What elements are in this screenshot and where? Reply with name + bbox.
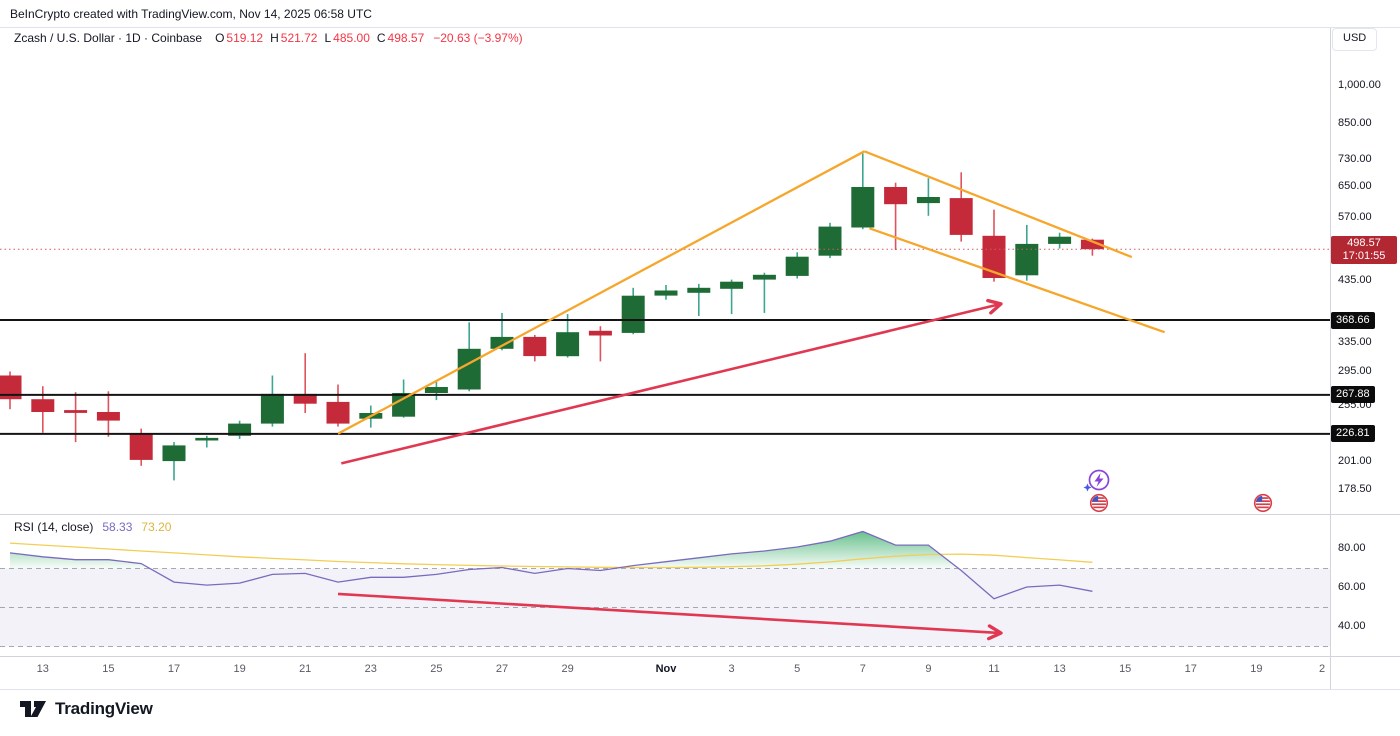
candle-body [1015,243,1039,276]
candle-body [228,423,252,436]
tradingview-footer[interactable]: TradingView [18,698,153,720]
candle-body [621,295,645,333]
rsi-ma-line [9,542,1093,569]
us-flag-event-icon[interactable] [1253,493,1273,513]
candle-body [326,401,350,424]
ohlc-high: H 521.72 [270,31,318,45]
candle-body [982,235,1006,278]
currency-unit-button[interactable]: USD [1332,28,1378,51]
symbol-info-bar[interactable]: Zcash / U.S. Dollar · 1D · Coinbase O 519… [14,31,523,45]
tradingview-brand-text: TradingView [55,699,153,718]
candle-body [556,332,580,357]
candle-body [1048,236,1072,244]
candle-body [260,393,284,424]
candle-body [720,281,744,289]
ohlc-low: L 485.00 [324,31,370,45]
attribution-text: BeInCrypto created with TradingView.com,… [10,7,372,21]
rsi-value: 58.33 [102,520,133,534]
pane-borders [0,27,1400,690]
candle-body [490,336,514,349]
candle-body [884,187,908,205]
falling-support-trendline-orange[interactable] [869,227,1165,334]
candle-body [293,393,317,404]
candle-body [392,393,416,417]
candle-body [752,274,776,280]
candle-body [785,256,809,276]
symbol-title: Zcash / U.S. Dollar · 1D · Coinbase [14,31,203,45]
rsi-title: RSI (14, close) [14,520,94,534]
rsi-indicator-header[interactable]: RSI (14, close) 58.33 73.20 [14,520,171,534]
candle-body [654,290,678,296]
ohlc-close: C 498.57 [376,31,425,45]
candle-body [818,226,842,256]
candle-body [523,336,547,357]
candle-body [424,387,448,393]
candle-body [851,187,875,228]
candle-body [1080,239,1104,250]
candle-body [129,433,153,460]
rising-support-trendline-orange[interactable] [337,150,865,435]
falling-resistance-trendline-orange[interactable] [863,150,1133,259]
rsi-line [9,530,1093,600]
candle-body [162,445,186,462]
rsi-overbought-gradient [10,531,1093,569]
lightning-event-icon[interactable] [1083,469,1110,492]
falling-red-rsi-arrow[interactable] [337,592,1003,641]
candle-body [0,375,22,400]
candle-body [949,198,973,235]
candle-body [588,330,612,336]
rising-red-trend-arrow[interactable] [340,298,1003,465]
ohlc-open: O 519.12 [215,31,264,45]
candle-body [916,197,940,204]
candle-body [96,412,120,421]
candle-body [457,348,481,390]
candle-body [687,287,711,293]
candle-body [64,410,88,413]
price-change: −20.63 (−3.97%) [433,31,523,45]
tradingview-logo-icon [20,701,46,717]
candle-body [195,437,219,441]
us-flag-event-icon[interactable] [1089,493,1109,513]
rsi-ma-value: 73.20 [141,520,172,534]
candle-body [31,399,55,412]
